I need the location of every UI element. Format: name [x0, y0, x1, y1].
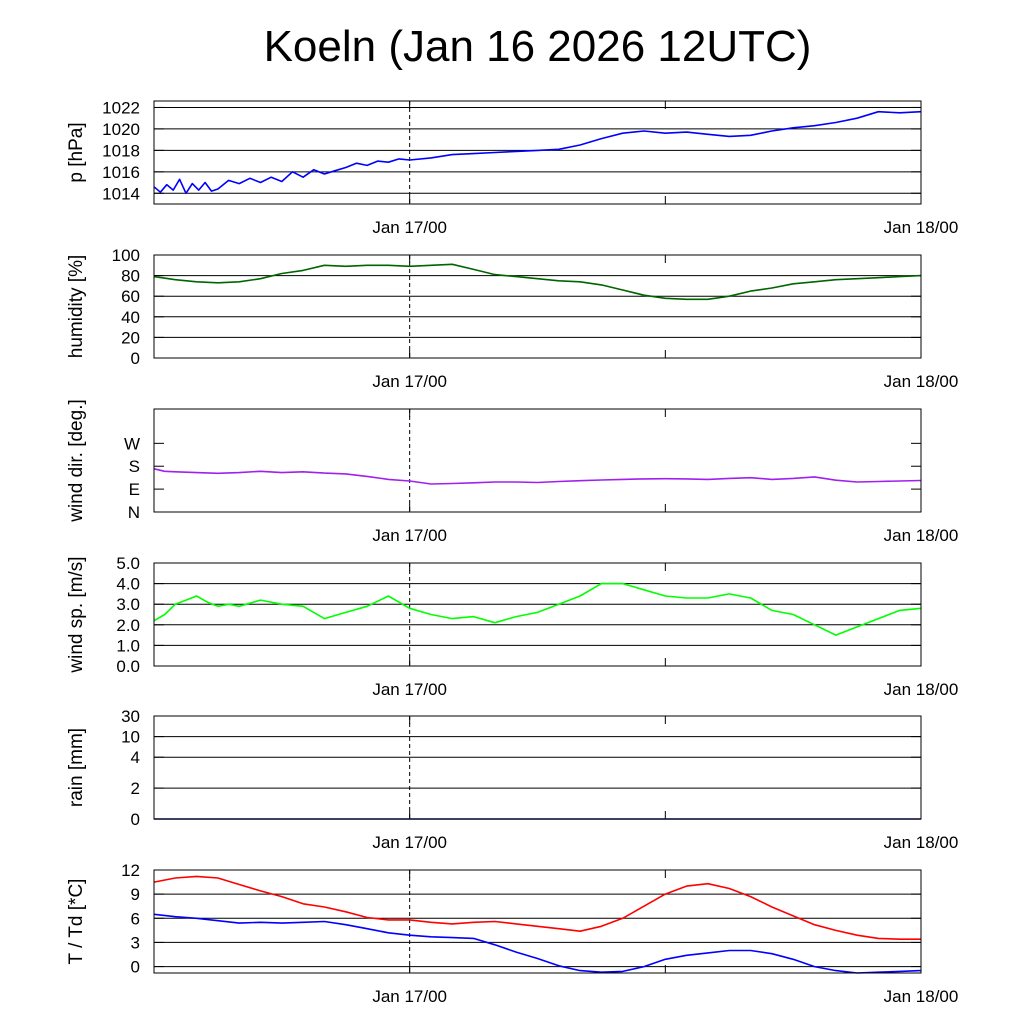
wind_speed-ytick-label-2: 2.0 — [116, 616, 140, 635]
wind_direction-ytick-label-1: E — [129, 480, 140, 499]
wind_speed-ytick-label-0: 0.0 — [116, 657, 140, 676]
humidity-ytick-label-5: 100 — [112, 246, 140, 265]
wind_speed-frame — [153, 562, 922, 667]
humidity-frame — [153, 254, 922, 359]
wind_direction-axis-title: wind dir. [deg.] — [66, 399, 87, 523]
temperature-series-line-0 — [153, 875, 921, 941]
rain-frame — [153, 715, 922, 820]
temperature-axis-title: T / Td [*C] — [66, 879, 87, 965]
temperature-series-line-1 — [153, 913, 922, 974]
pressure-xtick-label-1: Jan 18/00 — [884, 218, 959, 237]
pressure-frame — [153, 100, 922, 205]
temperature-ytick-label-0: 0 — [131, 958, 140, 977]
humidity-ytick-label-4: 80 — [121, 267, 140, 286]
temperature-ytick-label-2: 6 — [131, 909, 140, 928]
wind_direction-ytick-label-2: S — [129, 457, 140, 476]
wind_direction-xtick-label-0: Jan 17/00 — [372, 526, 447, 545]
wind_speed-xtick-label-0: Jan 17/00 — [372, 680, 447, 699]
temperature-xtick-label-0: Jan 17/00 — [372, 987, 447, 1006]
humidity-ytick-label-0: 0 — [131, 349, 140, 368]
humidity-series-line-0 — [153, 263, 922, 301]
humidity-ytick-label-2: 40 — [121, 308, 140, 327]
pressure-xtick-label-0: Jan 17/00 — [372, 218, 447, 237]
humidity-xtick-label-0: Jan 17/00 — [372, 372, 447, 391]
pressure-axis-title: p [hPa] — [66, 122, 87, 182]
rain-ytick-label-3: 10 — [121, 728, 140, 747]
wind_direction-frame — [153, 408, 922, 513]
rain-ytick-label-4: 30 — [121, 707, 140, 726]
humidity-axis-title: humidity [%] — [66, 255, 87, 358]
wind_direction-xtick-label-1: Jan 18/00 — [884, 526, 959, 545]
pressure-ytick-label-2: 1018 — [102, 141, 140, 160]
page-title: Koeln (Jan 16 2026 12UTC) — [263, 22, 812, 71]
pressure-ytick-label-1: 1016 — [102, 163, 140, 182]
temperature-ytick-label-1: 3 — [131, 933, 140, 952]
temperature-ytick-label-4: 12 — [121, 861, 140, 880]
wind_speed-series-line-0 — [153, 582, 922, 636]
wind_speed-ytick-label-4: 4.0 — [116, 575, 140, 594]
wind_direction-ytick-label-0: N — [128, 503, 140, 522]
rain-ytick-label-1: 2 — [131, 779, 140, 798]
wind_speed-ytick-label-5: 5.0 — [116, 554, 140, 573]
rain-axis-title: rain [mm] — [66, 728, 87, 807]
wind_speed-axis-title: wind sp. [m/s] — [66, 556, 87, 673]
temperature-xtick-label-1: Jan 18/00 — [884, 987, 959, 1006]
temperature-frame — [153, 869, 922, 974]
wind_direction-ytick-label-3: W — [124, 434, 140, 453]
wind_direction-series-line-0 — [153, 468, 922, 485]
rain-xtick-label-0: Jan 17/00 — [372, 833, 447, 852]
wind_speed-xtick-label-1: Jan 18/00 — [884, 680, 959, 699]
humidity-ytick-label-1: 20 — [121, 328, 140, 347]
rain-xtick-label-1: Jan 18/00 — [884, 833, 959, 852]
wind_speed-ytick-label-3: 3.0 — [116, 595, 140, 614]
temperature-ytick-label-3: 9 — [131, 885, 140, 904]
pressure-ytick-label-0: 1014 — [102, 184, 140, 203]
pressure-ytick-label-3: 1020 — [102, 120, 140, 139]
humidity-ytick-label-3: 60 — [121, 287, 140, 306]
humidity-xtick-label-1: Jan 18/00 — [884, 372, 959, 391]
pressure-ytick-label-4: 1022 — [102, 98, 140, 117]
rain-ytick-label-2: 4 — [131, 748, 140, 767]
rain-ytick-label-0: 0 — [131, 810, 140, 829]
pressure-series-line-0 — [153, 110, 922, 195]
wind_speed-ytick-label-1: 1.0 — [116, 636, 140, 655]
